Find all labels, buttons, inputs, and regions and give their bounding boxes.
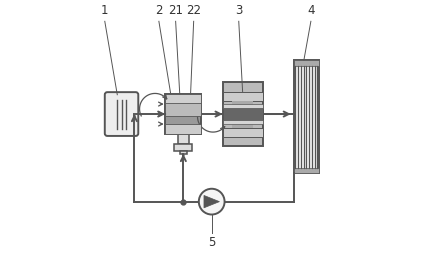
Text: 21: 21 [168,4,183,18]
Bar [178,134,189,144]
Text: 22: 22 [186,4,201,18]
Text: 1: 1 [101,4,108,18]
Bar [294,60,319,173]
Bar [294,60,319,66]
Bar [165,94,202,109]
Bar [294,168,319,173]
Bar [222,91,262,100]
Bar [165,109,202,112]
Circle shape [199,189,225,214]
Text: 5: 5 [208,236,215,249]
Bar [222,108,262,120]
Bar [232,100,253,128]
Text: 4: 4 [307,4,315,18]
Bar [174,144,192,151]
FancyBboxPatch shape [105,92,138,136]
Bar [165,94,202,134]
Bar [222,128,262,136]
Bar [222,82,262,146]
Bar [165,103,202,116]
Bar [222,104,262,108]
Polygon shape [204,196,219,208]
Bar [180,151,187,154]
Bar [165,124,202,134]
Bar [222,120,262,124]
Text: 3: 3 [235,4,242,18]
Text: 2: 2 [155,4,163,18]
